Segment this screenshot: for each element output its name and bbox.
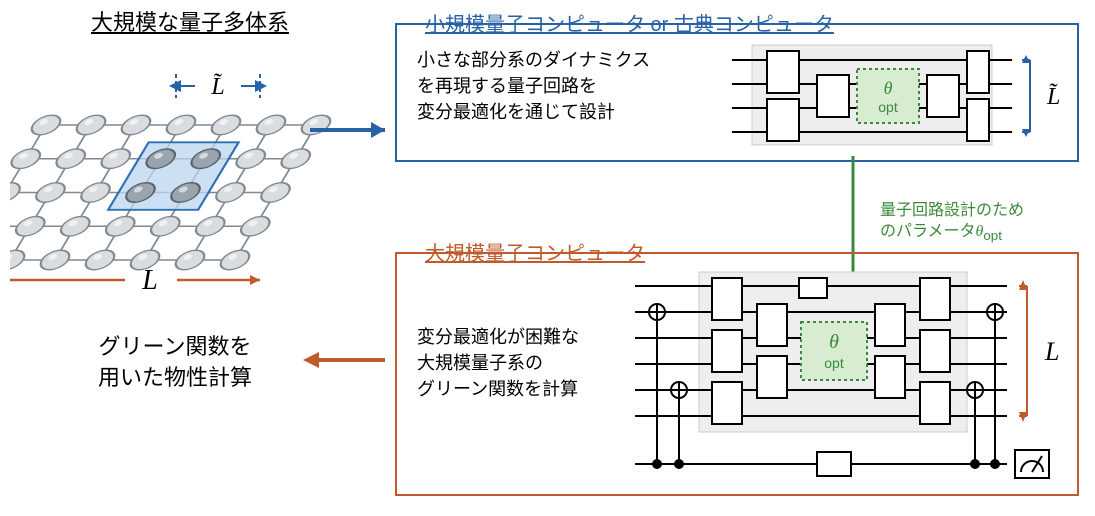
top-box-text: 小さな部分系のダイナミクス を再現する量子回路を 変分最適化を通じて設計 bbox=[417, 47, 650, 125]
bottom-box-text: 変分最適化が困難な 大規模量子系の グリーン関数を計算 bbox=[417, 324, 579, 402]
result-text: グリーン関数を 用いた物性計算 bbox=[60, 332, 290, 394]
lattice-L-label: L bbox=[141, 265, 158, 296]
bottom-box: 変分最適化が困難な 大規模量子系の グリーン関数を計算 bbox=[395, 252, 1079, 496]
bottom-circuit: θ opt L bbox=[627, 264, 1067, 484]
top-circuit: θ opt L̃ bbox=[722, 37, 1062, 152]
svg-text:θ: θ bbox=[884, 78, 893, 98]
transfer-note: 量子回路設計のためのパラメータθopt bbox=[880, 178, 1080, 245]
bottom-circuit-L: L bbox=[1044, 337, 1059, 366]
lattice-diagram: L̃ bbox=[10, 35, 370, 325]
svg-text:L̃: L̃ bbox=[1046, 83, 1060, 110]
svg-text:opt: opt bbox=[878, 99, 898, 115]
arrow-lattice-to-top bbox=[305, 110, 405, 150]
svg-text:opt: opt bbox=[824, 355, 844, 371]
top-box: 小さな部分系のダイナミクス を再現する量子回路を 変分最適化を通じて設計 θ o… bbox=[395, 23, 1079, 162]
left-title: 大規模な量子多体系 bbox=[40, 5, 340, 37]
arrow-bottom-to-result bbox=[285, 340, 395, 380]
svg-text:θ: θ bbox=[829, 331, 839, 353]
svg-text:L̃: L̃ bbox=[210, 73, 224, 100]
